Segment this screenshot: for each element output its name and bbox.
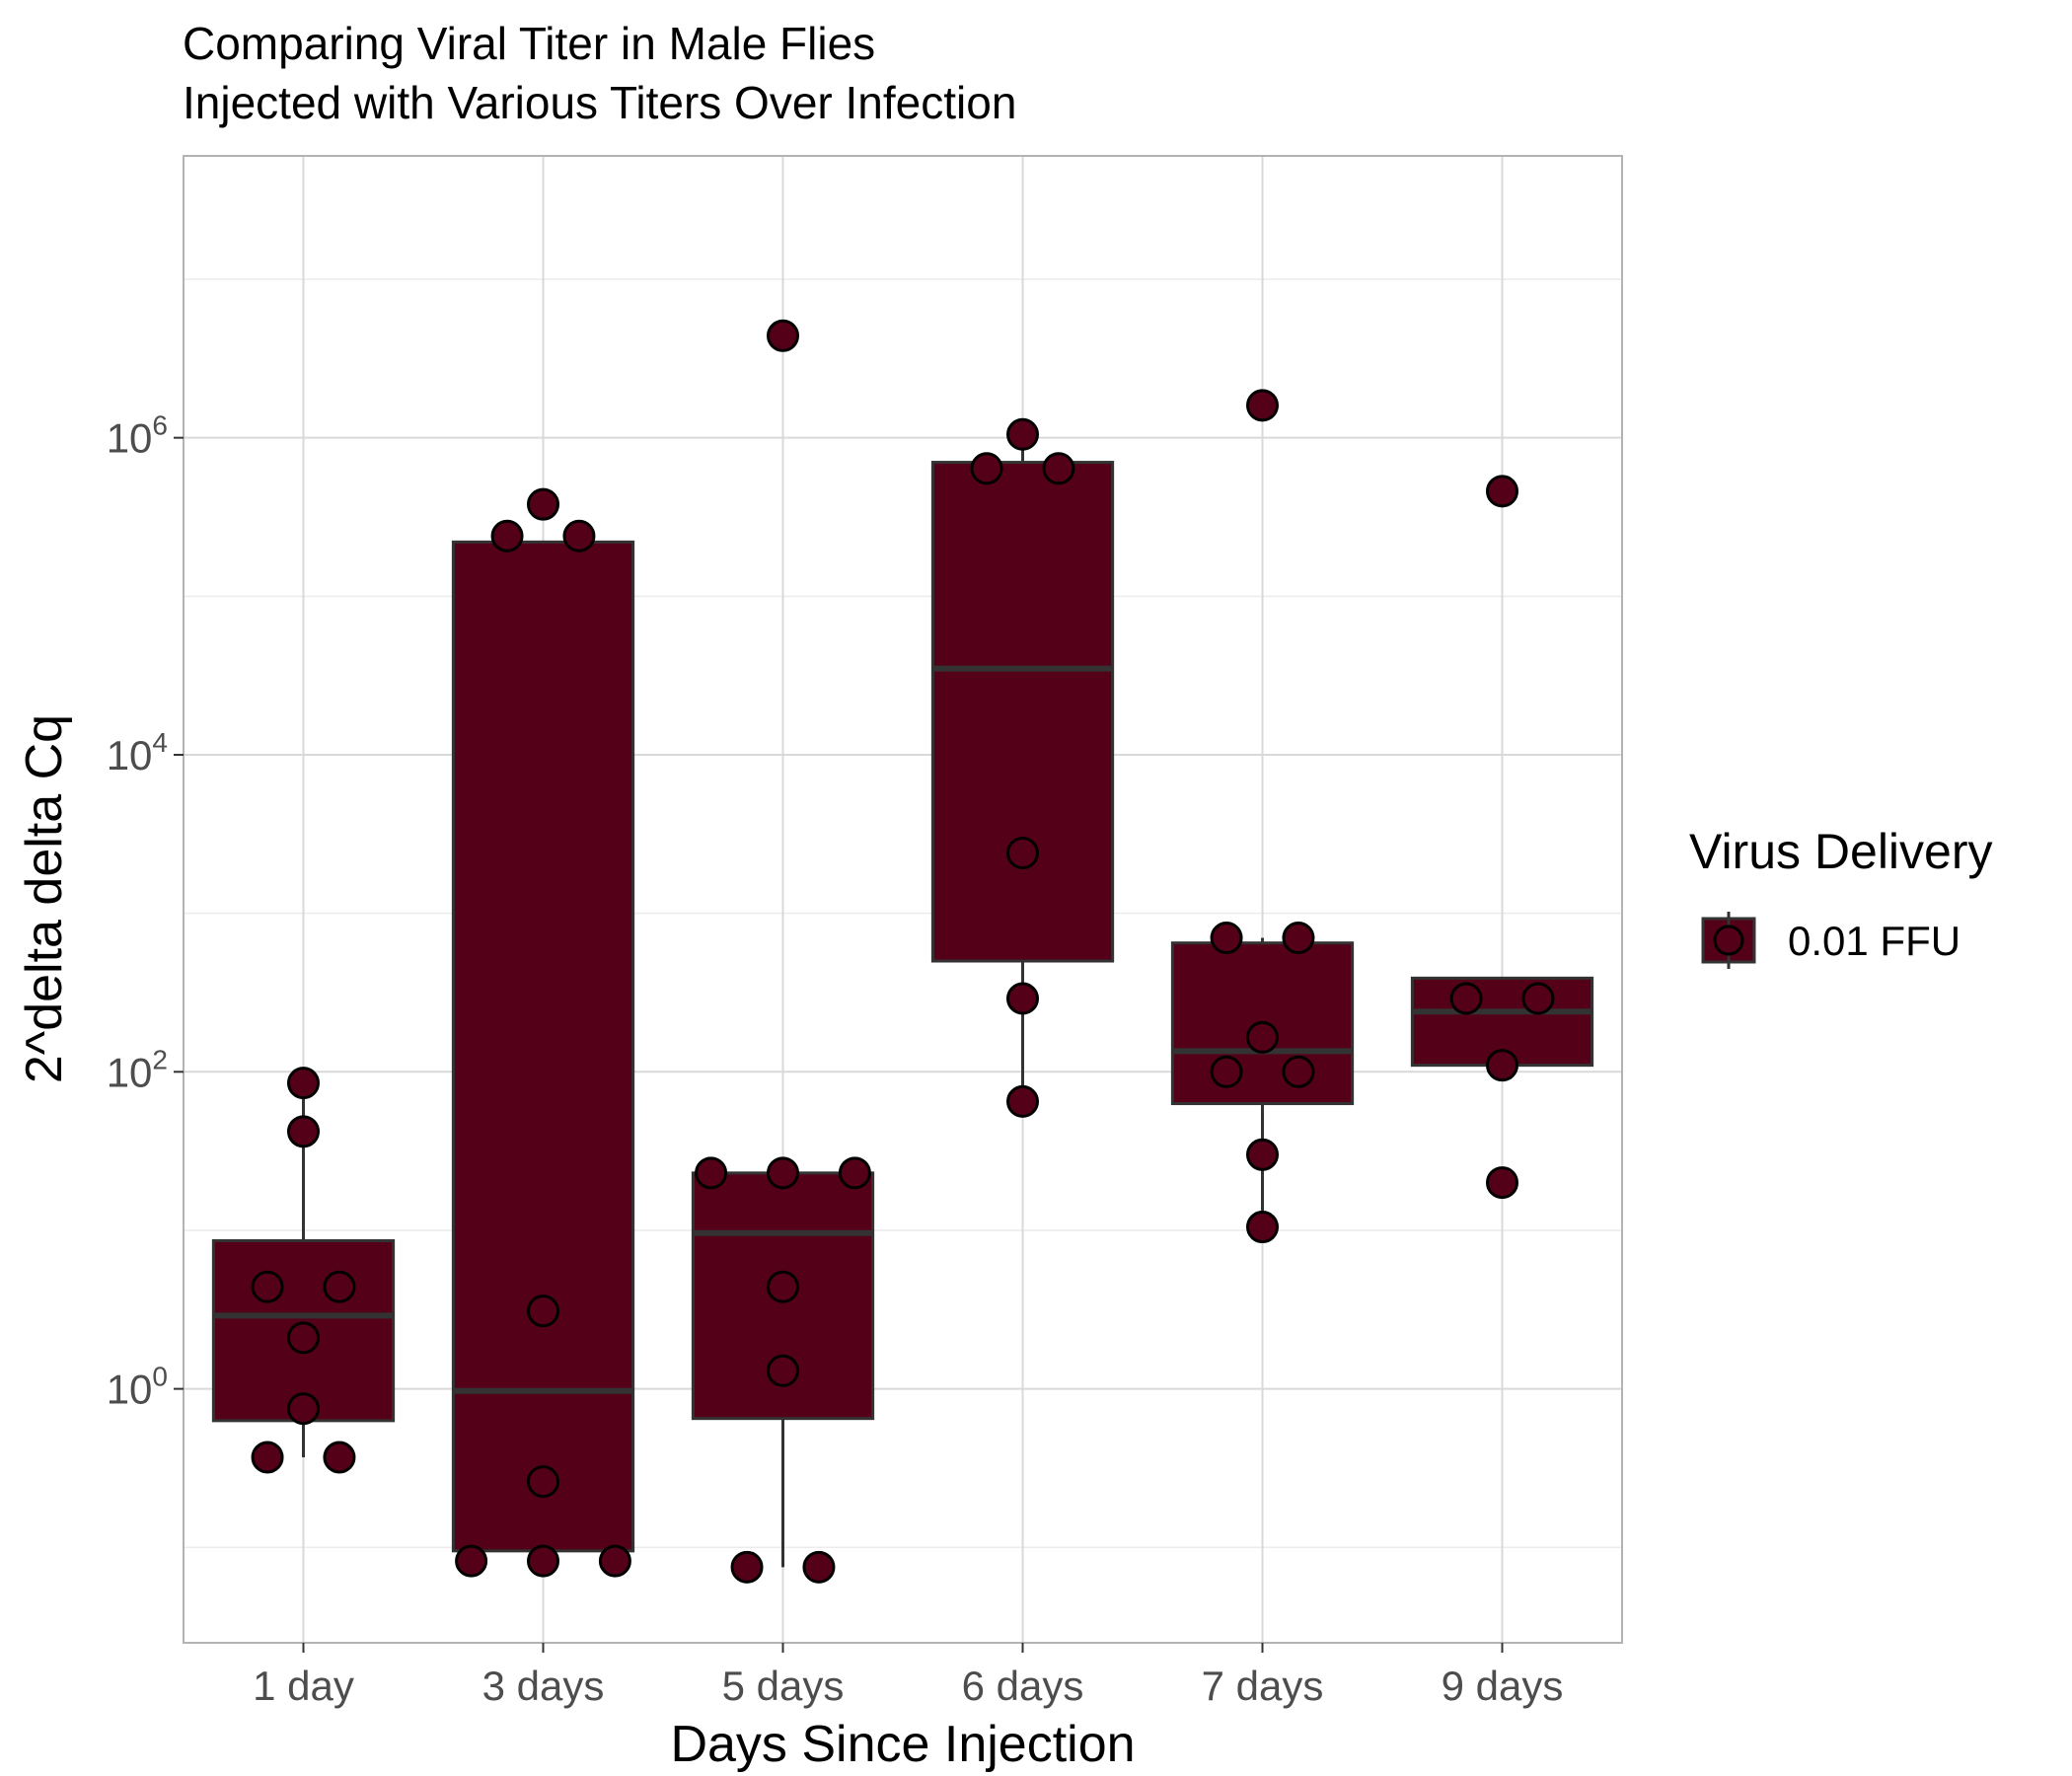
data-point	[598, 1544, 631, 1578]
data-point	[730, 1550, 764, 1584]
data-point	[1246, 389, 1279, 422]
y-tick-label: 106	[107, 410, 168, 462]
data-point	[251, 1270, 284, 1303]
chart-title-line-2: Injected with Various Titers Over Infect…	[183, 77, 1016, 128]
x-tick-label: 3 days	[482, 1663, 605, 1709]
data-point	[1246, 1138, 1279, 1171]
x-tick-label: 6 days	[962, 1663, 1084, 1709]
points-layer	[251, 319, 1555, 1584]
box-6-days	[930, 434, 1115, 1102]
data-point	[251, 1441, 284, 1474]
y-axis-title: 2^delta delta Cq	[16, 714, 73, 1083]
data-point	[802, 1550, 836, 1584]
data-point	[287, 1321, 320, 1355]
data-point	[1486, 1166, 1518, 1200]
data-point	[1521, 982, 1555, 1015]
legend-title: Virus Delivery	[1689, 824, 1993, 879]
data-point	[1486, 1049, 1518, 1082]
data-point	[455, 1544, 488, 1578]
box-3-days	[451, 540, 635, 1555]
plot-border	[183, 155, 1623, 1644]
data-point	[527, 1465, 559, 1499]
data-point	[767, 1270, 799, 1303]
data-point	[1210, 922, 1243, 955]
data-point	[1210, 1055, 1243, 1088]
data-point	[323, 1441, 356, 1474]
data-point	[767, 1156, 799, 1190]
data-point	[323, 1270, 356, 1303]
box-1-day	[211, 1082, 396, 1457]
x-axis-ticks: 1 day 3 days 5 days 6 days 7 days 9 days	[253, 1643, 1563, 1709]
data-point	[1042, 452, 1075, 485]
x-tick-label: 7 days	[1202, 1663, 1324, 1709]
y-tick-label: 102	[107, 1044, 168, 1095]
data-point	[287, 1392, 320, 1426]
chart-title-line-1: Comparing Viral Titer in Male Flies	[183, 18, 875, 69]
data-point	[1006, 837, 1039, 870]
data-point	[287, 1067, 320, 1100]
legend-label: 0.01 FFU	[1788, 918, 1961, 964]
box-iqr	[451, 540, 635, 1553]
data-point	[1282, 1055, 1315, 1088]
data-point	[287, 1115, 320, 1148]
legend: Virus Delivery 0.01 FFU	[1689, 824, 1993, 969]
data-point	[1486, 475, 1518, 508]
data-point	[527, 1295, 559, 1328]
x-tick-label: 9 days	[1442, 1663, 1564, 1709]
legend-entry-0-01-ffu: 0.01 FFU	[1701, 912, 1961, 969]
y-axis-ticks: 100 102 104 106	[107, 410, 184, 1413]
plot-background	[184, 156, 1622, 1643]
legend-key-point	[1713, 925, 1744, 956]
data-point	[1006, 417, 1039, 451]
data-point	[527, 487, 559, 521]
data-point	[1006, 1084, 1039, 1118]
y-tick-label: 100	[107, 1362, 168, 1413]
data-point	[1246, 1020, 1279, 1054]
data-point	[490, 519, 524, 553]
data-point	[562, 519, 596, 553]
data-point	[970, 452, 1003, 485]
boxes-layer	[211, 434, 1594, 1568]
y-tick-label: 104	[107, 727, 168, 778]
data-point	[767, 1354, 799, 1387]
data-point	[1246, 1211, 1279, 1244]
x-axis-title: Days Since Injection	[670, 1716, 1135, 1773]
data-point	[527, 1544, 559, 1578]
x-tick-label: 1 day	[253, 1663, 354, 1709]
data-point	[695, 1156, 728, 1190]
data-point	[1006, 982, 1039, 1015]
data-point	[1449, 982, 1483, 1015]
x-tick-label: 5 days	[722, 1663, 845, 1709]
plot-panel	[183, 155, 1623, 1644]
data-point	[767, 319, 799, 352]
data-point	[1282, 922, 1315, 955]
data-point	[838, 1156, 871, 1190]
box-iqr	[930, 461, 1115, 963]
